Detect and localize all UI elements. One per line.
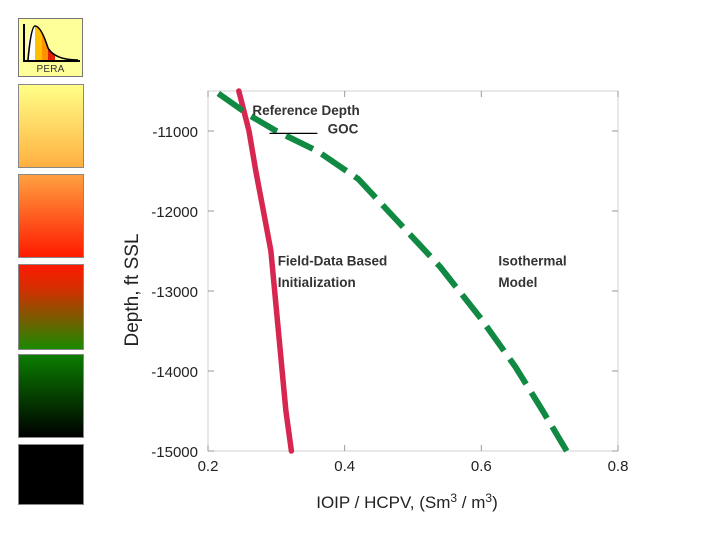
x-axis-label-mid: / m — [457, 493, 485, 512]
logo-text: PERA — [36, 64, 65, 75]
y-tick-label: -12000 — [151, 204, 198, 221]
annotation-field-data-line2: Initialization — [278, 275, 356, 290]
x-axis-label-sup1: 3 — [450, 491, 457, 505]
x-axis-label-main: IOIP / HCPV, (Sm — [316, 493, 450, 512]
annotation-field-data-line1: Field-Data Based — [278, 253, 388, 268]
annotation-isothermal-line1: Isothermal — [498, 253, 566, 268]
pera-logo: PERA — [18, 18, 83, 77]
x-axis: 0.2 0.4 0.6 0.8 — [198, 91, 629, 475]
y-tick-label: -11000 — [152, 124, 198, 141]
y-axis-label: Depth, ft SSL — [122, 233, 143, 346]
annotation-goc: GOC — [328, 121, 359, 136]
x-axis-label: IOIP / HCPV, (Sm3 / m3) — [316, 491, 498, 512]
x-tick-label: 0.8 — [608, 458, 629, 475]
series-isothermal-line — [216, 90, 570, 453]
y-tick-label: -13000 — [151, 284, 198, 301]
series-field-data-line — [236, 88, 295, 454]
y-tick-label: -15000 — [151, 444, 198, 461]
color-strip-red-green — [18, 264, 84, 350]
x-axis-label-sup2: 3 — [485, 491, 492, 505]
annotation-isothermal-line2: Model — [498, 275, 537, 290]
x-axis-label-end: ) — [492, 493, 498, 512]
y-axis: -11000 -12000 -13000 -14000 -15000 — [151, 124, 618, 461]
y-tick-label: -14000 — [151, 364, 198, 381]
annotation-layer: Reference Depth GOC Field-Data Based Initia… — [252, 103, 566, 290]
annotation-reference-depth: Reference Depth — [252, 103, 359, 118]
x-tick-label: 0.6 — [471, 458, 492, 475]
x-tick-label: 0.2 — [198, 458, 219, 475]
color-strip-yellow — [18, 84, 84, 168]
color-strip-orange — [18, 174, 84, 258]
series-layer — [216, 88, 570, 454]
plot-frame — [207, 90, 619, 452]
x-tick-label: 0.4 — [334, 458, 355, 475]
distribution-curve-icon — [23, 24, 80, 62]
color-strip-black — [18, 444, 84, 505]
color-strip-green-black — [18, 354, 84, 438]
